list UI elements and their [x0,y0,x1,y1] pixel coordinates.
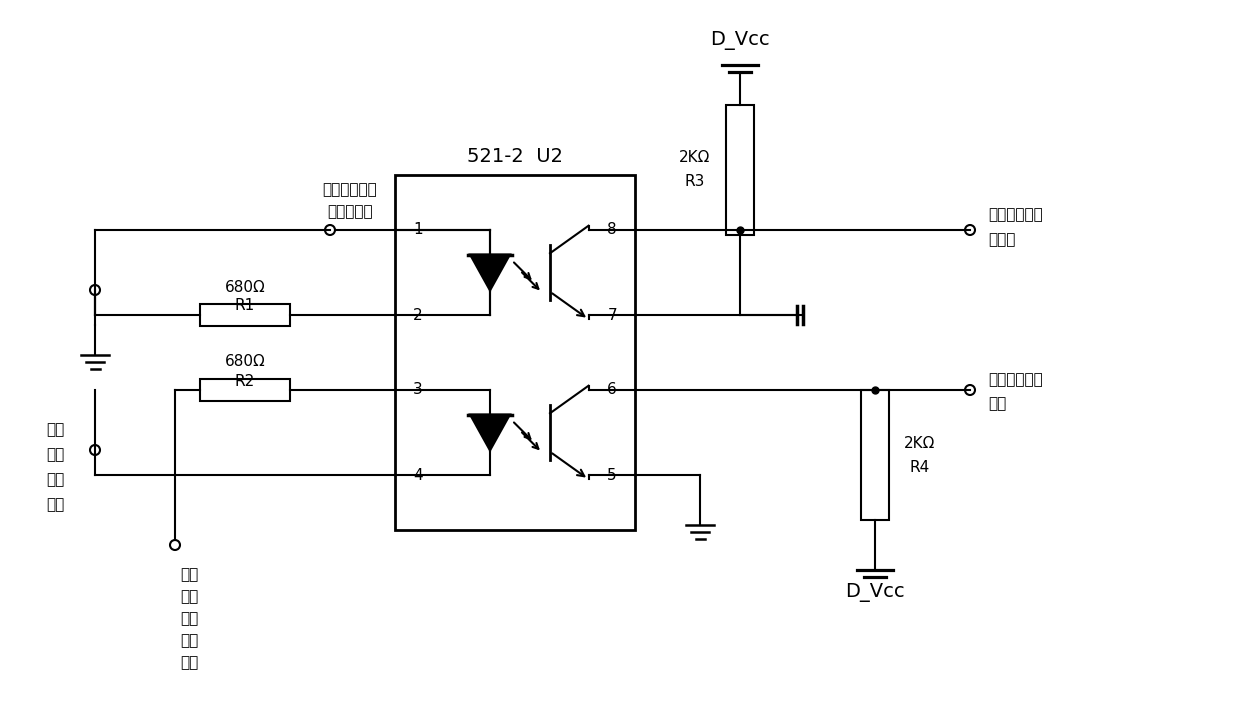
Polygon shape [470,254,510,290]
Text: 触发: 触发 [180,612,198,627]
Text: 680Ω: 680Ω [224,355,265,370]
Text: 5: 5 [607,467,617,482]
Bar [199,304,290,326]
Text: 发信号输入: 发信号输入 [327,205,373,219]
Text: D_Vcc: D_Vcc [710,30,769,50]
Text: 521-2  U2: 521-2 U2 [467,147,563,166]
Text: 680Ω: 680Ω [224,280,265,295]
Text: 系统: 系统 [46,472,64,488]
Bar [199,379,290,401]
Text: 2KΩ: 2KΩ [679,151,711,166]
Bar [726,105,755,235]
Text: 起落架警告触: 起落架警告触 [322,183,378,198]
Text: 飞机: 飞机 [46,423,64,438]
Text: 失速警告信号: 失速警告信号 [987,372,1043,387]
Text: 警告: 警告 [180,590,198,605]
Text: 号输出: 号输出 [987,232,1016,248]
Polygon shape [470,414,510,450]
Text: 4: 4 [413,467,422,482]
Text: 信号: 信号 [180,634,198,649]
Text: 电源: 电源 [46,447,64,462]
Text: R3: R3 [685,174,705,190]
Bar [861,390,890,520]
Text: 7: 7 [607,307,617,323]
Text: 3: 3 [413,382,422,397]
Text: 2: 2 [413,307,422,323]
Text: 输入: 输入 [46,498,64,513]
Text: R1: R1 [235,299,255,314]
Text: 6: 6 [607,382,617,397]
Text: 起落架警告信: 起落架警告信 [987,207,1043,222]
Text: R4: R4 [909,459,930,474]
Text: 8: 8 [607,222,617,237]
Text: 输出: 输出 [987,396,1006,411]
Text: 2KΩ: 2KΩ [904,435,935,450]
Bar [395,175,636,530]
Text: R2: R2 [235,374,255,389]
Text: 输入: 输入 [180,656,198,670]
Text: 失速: 失速 [180,568,198,583]
Text: 1: 1 [413,222,422,237]
Text: D_Vcc: D_Vcc [845,583,904,602]
